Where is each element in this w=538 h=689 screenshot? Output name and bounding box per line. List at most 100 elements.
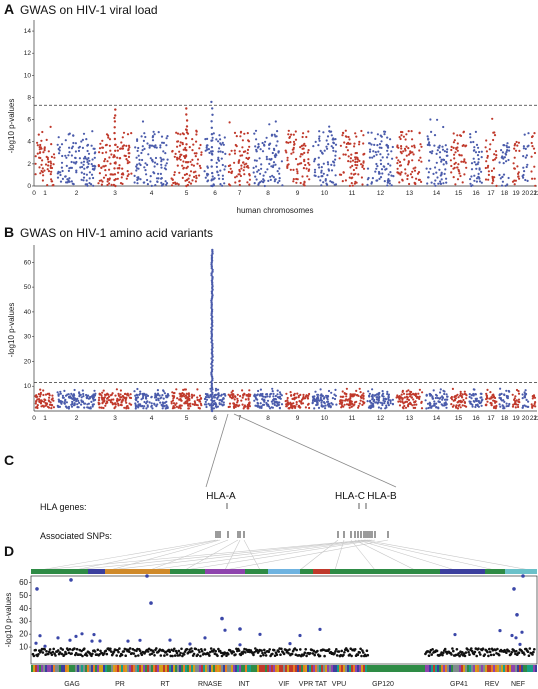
data-point	[246, 132, 249, 135]
data-point	[480, 396, 483, 399]
data-point	[120, 141, 123, 144]
data-point	[255, 178, 258, 181]
data-point	[172, 402, 176, 405]
data-point	[68, 146, 71, 149]
data-point	[442, 163, 445, 166]
peak-point	[114, 108, 117, 111]
baseline-point	[93, 650, 97, 653]
data-point	[294, 138, 298, 141]
data-point	[213, 402, 216, 406]
data-point	[235, 175, 238, 178]
data-point	[68, 396, 71, 399]
data-point	[348, 184, 351, 187]
data-point	[77, 149, 81, 152]
data-point	[72, 183, 75, 186]
data-point	[179, 158, 182, 161]
data-point	[46, 392, 49, 395]
data-point	[433, 400, 436, 403]
data-point	[239, 395, 242, 398]
peak-point	[113, 178, 116, 182]
baseline-point	[497, 653, 501, 657]
data-point	[271, 151, 274, 155]
residue-bar	[411, 665, 413, 672]
data-point	[434, 396, 437, 400]
data-point	[327, 168, 330, 171]
data-point	[48, 396, 51, 399]
peak-point	[210, 370, 214, 373]
gene-label: INT	[238, 681, 250, 688]
data-point	[228, 402, 232, 405]
panel-d-label: D	[4, 543, 14, 559]
data-point	[437, 407, 440, 410]
peak-point	[113, 137, 117, 141]
data-point	[224, 394, 227, 397]
data-point	[452, 141, 455, 144]
baseline-point	[185, 647, 189, 651]
data-point	[165, 400, 168, 403]
data-point	[39, 391, 43, 394]
data-point	[170, 177, 173, 180]
residue-bar	[75, 665, 77, 672]
data-point	[349, 166, 352, 169]
data-point	[405, 154, 408, 157]
residue-bar	[81, 665, 83, 672]
baseline-point	[313, 653, 317, 657]
data-point	[380, 146, 383, 149]
data-point	[223, 136, 226, 139]
data-point	[148, 146, 151, 149]
data-point	[439, 388, 442, 391]
data-point	[412, 392, 415, 395]
data-point	[398, 160, 402, 164]
baseline-point	[192, 652, 196, 656]
data-point	[303, 151, 306, 154]
data-point	[296, 170, 299, 173]
data-point	[97, 165, 100, 168]
data-point	[97, 182, 100, 185]
data-point	[411, 138, 414, 141]
data-point	[454, 161, 457, 164]
data-point	[387, 173, 390, 176]
data-point	[475, 397, 478, 400]
data-point	[257, 389, 260, 393]
data-point	[136, 396, 140, 399]
data-point	[236, 397, 239, 400]
data-point	[386, 402, 389, 405]
baseline-point	[146, 650, 150, 653]
data-point	[492, 406, 496, 409]
data-point	[200, 151, 203, 154]
baseline-point	[172, 649, 175, 653]
data-point	[166, 393, 169, 396]
residue-bar	[427, 665, 429, 672]
data-point	[56, 176, 60, 179]
data-point	[210, 150, 213, 153]
baseline-point	[155, 647, 158, 650]
data-point	[128, 146, 131, 149]
residue-bar	[335, 665, 337, 672]
data-point	[525, 165, 528, 169]
data-point	[468, 400, 471, 403]
peak-point	[210, 375, 214, 378]
data-point	[109, 162, 112, 165]
data-point	[278, 167, 281, 170]
data-point	[531, 135, 534, 138]
data-point	[186, 400, 189, 403]
data-point	[401, 406, 404, 409]
data-point	[474, 393, 477, 396]
data-point	[418, 149, 421, 152]
data-point	[150, 184, 153, 187]
data-point	[272, 176, 275, 179]
data-point	[295, 403, 298, 406]
data-point	[533, 165, 536, 168]
data-point	[82, 179, 85, 182]
data-point	[153, 165, 156, 168]
residue-bar	[77, 665, 79, 672]
baseline-point	[171, 654, 174, 658]
baseline-point	[353, 648, 357, 651]
data-point	[89, 407, 92, 410]
data-point	[274, 398, 278, 401]
data-point	[170, 402, 173, 405]
baseline-point	[220, 654, 224, 658]
data-point	[125, 393, 129, 396]
data-point	[205, 144, 208, 147]
data-point	[106, 160, 109, 163]
